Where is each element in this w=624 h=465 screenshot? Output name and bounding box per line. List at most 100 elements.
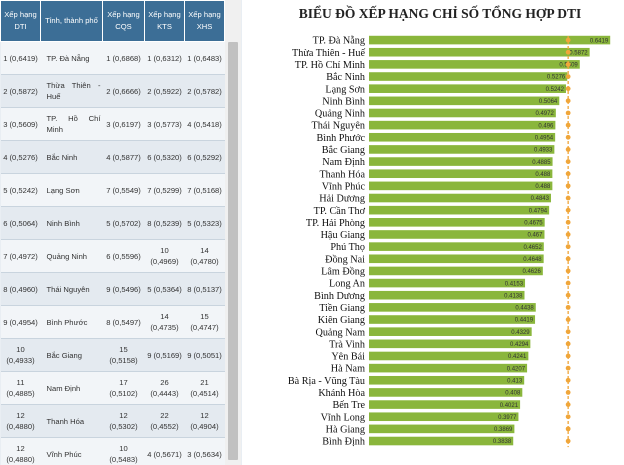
bar-29 <box>369 388 523 397</box>
table-row: 4 (0,5276) Bắc Ninh 4 (0,5877) 6 (0,5320) 6 … <box>0 140 225 174</box>
xhs-rank-cell: 14 (0,4780) <box>184 239 225 273</box>
category-label: Nam Định <box>322 157 365 168</box>
xhs-rank-cell: 1 (0,6483) <box>184 41 225 75</box>
reference-marker <box>565 171 571 177</box>
category-label: Hà Nam <box>331 364 365 375</box>
cqs-rank-cell: 7 (0,5549) <box>102 173 145 207</box>
category-label: Vĩnh Phúc <box>322 181 366 192</box>
category-label: Trà Vinh <box>329 339 365 350</box>
bar-15 <box>369 218 545 227</box>
bar-value-label: 0.4438 <box>515 306 534 312</box>
xhs-rank-cell: 9 (0,5051) <box>184 338 225 372</box>
category-label: TP. Hồ Chí Minh <box>295 60 365 71</box>
cqs-rank-cell: 6 (0,5596) <box>102 239 145 273</box>
category-label: Hậu Giang <box>321 230 365 241</box>
reference-marker <box>565 426 571 432</box>
bar-30 <box>369 400 521 409</box>
bar-value-label: 0.467 <box>527 233 543 239</box>
kts-rank-cell: 22 (0,4552) <box>144 404 185 438</box>
bar-2 <box>369 60 580 69</box>
province-cell: Bình Phước <box>40 305 103 339</box>
table-row: 3 (0,5609) TP. Hồ Chí Minh 3 (0,6197) 3 (0,… <box>0 107 225 141</box>
category-label: Bến Tre <box>332 400 365 411</box>
chart-title: BIỂU ĐỒ XẾP HẠNG CHỈ SỐ TỔNG HỢP DTI <box>298 6 582 21</box>
category-label: Bắc Giang <box>322 145 365 156</box>
bar-value-label: 0.4241 <box>508 354 527 360</box>
table-row: 7 (0,4972) Quảng Ninh 6 (0,5596) 10 (0,4969… <box>0 239 225 273</box>
bar-5 <box>369 96 560 106</box>
dti-rank-cell: 1 (0,6419) <box>0 41 41 75</box>
reference-marker <box>565 86 571 92</box>
category-label: Bắc Ninh <box>326 72 365 83</box>
reference-marker <box>565 98 571 104</box>
reference-marker <box>565 280 571 286</box>
province-cell: TP. Hồ Chí Minh <box>40 107 103 141</box>
category-label: Thừa Thiên - Huế <box>292 48 365 59</box>
category-label: Bình Định <box>322 437 365 448</box>
dti-rank-cell: 3 (0,5609) <box>0 107 41 141</box>
xhs-rank-cell: 2 (0,5782) <box>184 74 225 108</box>
reference-marker <box>565 390 571 395</box>
bar-20 <box>369 278 526 288</box>
bar-12 <box>369 181 553 191</box>
bar-7 <box>369 120 556 130</box>
province-cell: Thanh Hóa <box>40 404 103 438</box>
reference-marker <box>565 402 571 407</box>
dti-rank-cell: 6 (0,5064) <box>0 206 41 240</box>
category-label: Phú Thọ <box>330 242 365 253</box>
xhs-rank-cell: 3 (0,5634) <box>184 437 225 465</box>
bar-27 <box>369 363 528 373</box>
bar-value-label: 0.4021 <box>500 403 519 409</box>
cqs-rank-cell: 12 (0,5302) <box>102 404 145 438</box>
header-dti-rank: Xếp hạng DTI <box>0 0 41 42</box>
category-label: Tiền Giang <box>319 303 365 314</box>
bar-33 <box>369 436 514 446</box>
province-cell: Bắc Ninh <box>40 140 103 174</box>
kts-rank-cell: 5 (0,5364) <box>144 272 185 306</box>
cqs-rank-cell: 15 (0,5158) <box>102 338 145 372</box>
reference-marker <box>565 329 571 335</box>
kts-rank-cell: 3 (0,5773) <box>144 107 185 141</box>
reference-marker <box>565 304 571 310</box>
province-cell: Bắc Giang <box>40 338 103 372</box>
scrollbar-thumb[interactable] <box>228 42 238 460</box>
category-label: Quảng Ninh <box>315 109 365 120</box>
bar-1 <box>369 47 590 57</box>
ranking-table: Xếp hạng DTI Tỉnh, thành phố Xếp hạng CQ… <box>0 0 225 465</box>
reference-marker <box>565 232 571 237</box>
bar-24 <box>369 327 532 336</box>
kts-rank-cell: 4 (0,5671) <box>144 437 185 465</box>
reference-marker <box>565 244 571 250</box>
province-cell: Vĩnh Phúc <box>40 437 103 465</box>
reference-marker <box>565 438 571 444</box>
bar-value-label: 0.4885 <box>532 160 551 166</box>
category-label: Lạng Sơn <box>325 84 365 95</box>
bar-22 <box>369 303 536 312</box>
dti-rank-cell: 4 (0,5276) <box>0 140 41 174</box>
reference-marker <box>565 74 571 79</box>
bar-value-label: 0.4972 <box>535 111 554 117</box>
bar-value-label: 0.4138 <box>504 293 523 299</box>
bar-value-label: 0.6419 <box>590 38 609 44</box>
cqs-rank-cell: 1 (0,6868) <box>102 41 145 75</box>
category-label: Đồng Nai <box>325 254 365 265</box>
dti-rank-cell: 5 (0,5242) <box>0 173 41 207</box>
province-cell: TP. Đà Nẵng <box>40 41 103 75</box>
dti-rank-cell: 8 (0,4960) <box>0 272 41 306</box>
bar-value-label: 0.5276 <box>547 75 566 81</box>
bar-11 <box>369 169 553 179</box>
category-label: Hải Dương <box>319 194 365 205</box>
bar-value-label: 0.3838 <box>493 439 512 445</box>
kts-rank-cell: 14 (0,4735) <box>144 305 185 339</box>
kts-rank-cell: 7 (0,5299) <box>144 173 185 207</box>
xhs-rank-cell: 5 (0,5323) <box>184 206 225 240</box>
table-scrollbar[interactable] <box>225 0 241 465</box>
table-row: 5 (0,5242) Lạng Sơn 7 (0,5549) 7 (0,5299) 7 … <box>0 173 225 207</box>
table-row: 8 (0,4960) Thái Nguyên 9 (0,5496) 5 (0,5364… <box>0 272 225 306</box>
category-label: Bà Rịa - Vũng Tàu <box>288 376 365 387</box>
dti-rank-cell: 12 (0,4880) <box>0 437 41 465</box>
bar-value-label: 0.4648 <box>523 257 542 263</box>
ranking-table-panel: Xếp hạng DTI Tỉnh, thành phố Xếp hạng CQ… <box>0 0 242 465</box>
reference-marker <box>565 317 571 322</box>
reference-marker <box>565 268 571 274</box>
